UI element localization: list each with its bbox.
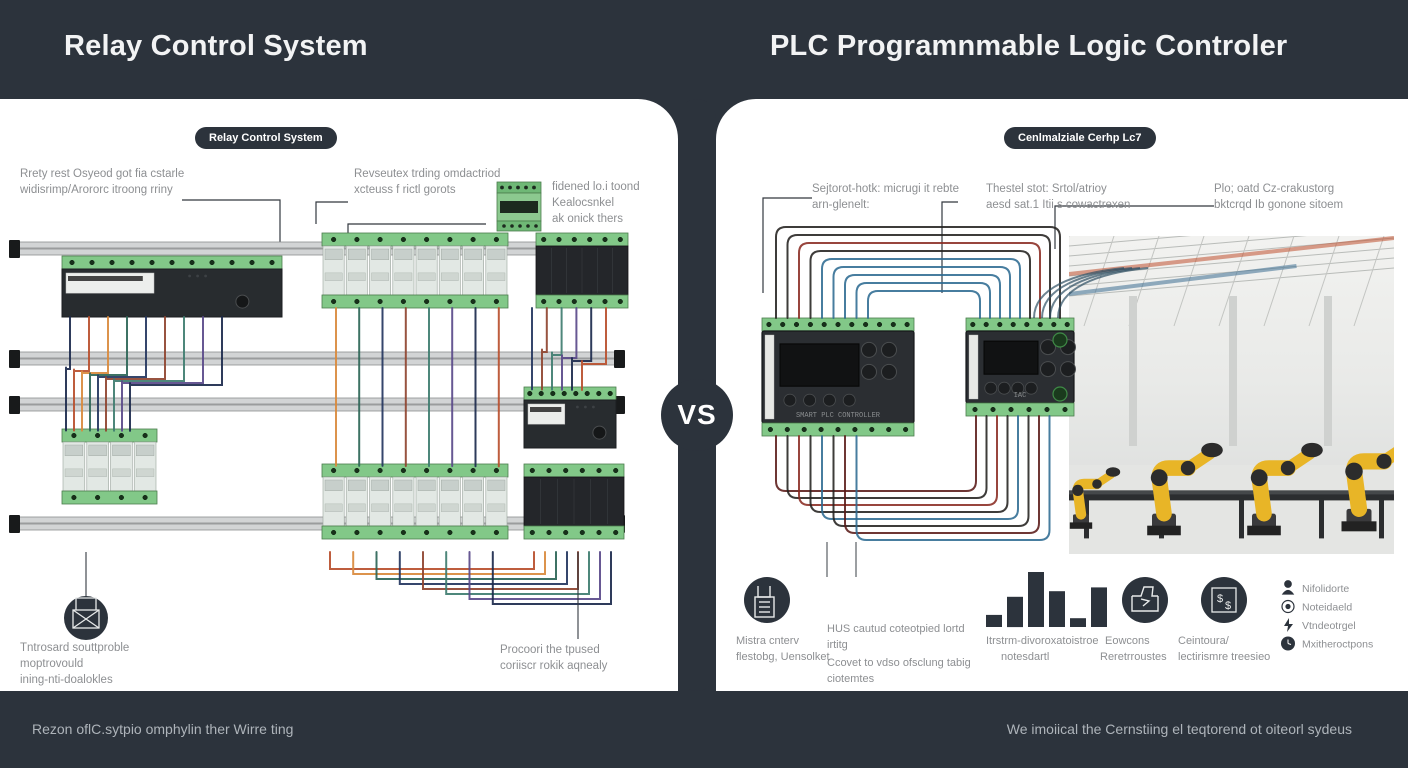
svg-text:SMART PLC CONTROLLER: SMART PLC CONTROLLER [796,412,881,420]
svg-text:ak onick thers: ak onick thers [552,213,623,225]
svg-text:Mistra cnterv: Mistra cnterv [736,635,799,647]
svg-text:xcteuss f rictl gorots: xcteuss f rictl gorots [354,184,456,196]
svg-text:Ceintoura/: Ceintoura/ [1178,635,1230,647]
svg-text:Tntrosard souttproble: Tntrosard souttproble [20,642,129,654]
svg-text:aesd sat.1 Itii s cowactrexen: aesd sat.1 Itii s cowactrexen [986,199,1130,211]
svg-text:notesdartl: notesdartl [1001,651,1049,663]
svg-text:Noteidaeld: Noteidaeld [1302,602,1352,614]
svg-text:IAC: IAC [1014,392,1027,400]
svg-text:$: $ [1225,600,1231,612]
svg-text:Sejtorot-hotk: micrugi it rebt: Sejtorot-hotk: micrugi it rebte [812,183,959,195]
svg-text:Thestel stot: Srtol/atrioy: Thestel stot: Srtol/atrioy [986,183,1107,195]
svg-text:Procoori the tpused: Procoori the tpused [500,644,600,656]
svg-text:coriiscr rokik aqnealy: coriiscr rokik aqnealy [500,660,608,672]
svg-text:ciotemtes: ciotemtes [827,673,875,685]
svg-text:flestobg, Uensolket: flestobg, Uensolket [736,651,830,663]
svg-text:Nifolidorte: Nifolidorte [1302,583,1349,595]
svg-text:Plo; oatd Cz-crakustorg: Plo; oatd Cz-crakustorg [1214,183,1334,195]
svg-text:arn-glenelt:: arn-glenelt: [812,199,870,211]
svg-text:Itrstrm-divoroxatoistroe: Itrstrm-divoroxatoistroe [986,635,1098,647]
svg-text:irtitg: irtitg [827,639,848,651]
svg-text:$: $ [1217,593,1223,605]
svg-text:Eowcons: Eowcons [1105,635,1150,647]
svg-text:fidened lo.i toond: fidened lo.i toond [552,181,640,193]
svg-text:HUS cautud coteotpied lortd: HUS cautud coteotpied lortd [827,623,965,635]
svg-text:Mxitheroctpons: Mxitheroctpons [1302,639,1373,651]
svg-text:moptrovould: moptrovould [20,658,83,670]
svg-text:Ccovet to vdso ofsclung tabig: Ccovet to vdso ofsclung tabig [827,657,971,669]
svg-text:bktcrqd Ib gonone sitoem: bktcrqd Ib gonone sitoem [1214,199,1343,211]
svg-text:lectirismre treesieo: lectirismre treesieo [1178,651,1270,663]
svg-text:ining-nti-doalokles: ining-nti-doalokles [20,674,113,686]
svg-text:Rrety rest Osyeod got fia csta: Rrety rest Osyeod got fia cstarle [20,168,184,180]
svg-text:Kealocsnkel: Kealocsnkel [552,197,614,209]
svg-text:Revseutex trding omdactriod: Revseutex trding omdactriod [354,168,500,180]
svg-text:Reretrroustes: Reretrroustes [1100,651,1167,663]
svg-text:Vtndeotrgel: Vtndeotrgel [1302,620,1356,632]
svg-text:widisrimp/Arororc itroong rrin: widisrimp/Arororc itroong rriny [19,184,173,196]
